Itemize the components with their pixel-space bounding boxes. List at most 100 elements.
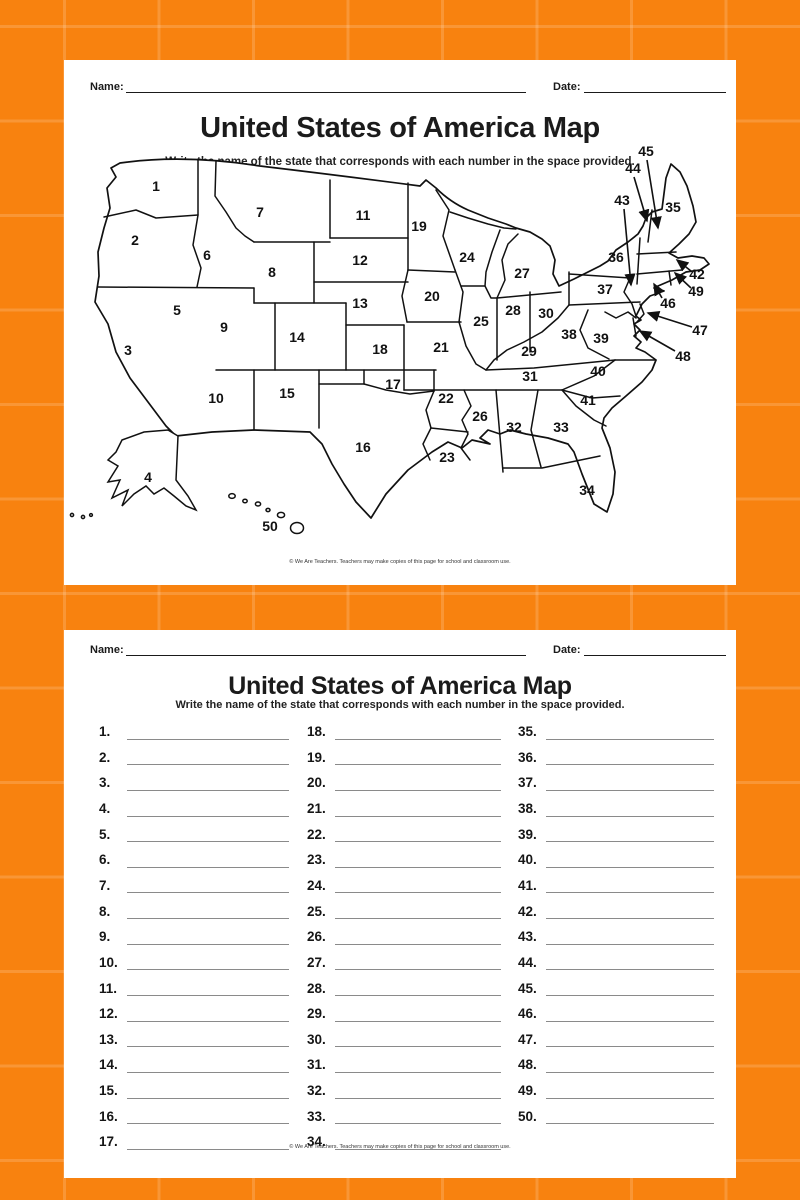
answer-row-33: 33.	[307, 1099, 501, 1125]
answer-row-34: 34.	[307, 1124, 501, 1150]
answer-write-line	[546, 903, 714, 920]
state-number-14: 14	[289, 329, 305, 345]
answer-row-19: 19.	[307, 740, 501, 766]
date-label: Date:	[553, 81, 581, 93]
alaska-shape	[70, 430, 196, 519]
state-number-28: 28	[505, 302, 521, 318]
copyright-footer: © We Are Teachers. Teachers may make cop…	[289, 1144, 511, 1150]
answer-row-24: 24.	[307, 868, 501, 894]
arrow-48-maryland	[638, 330, 675, 351]
answer-write-line	[546, 1108, 714, 1125]
arrow-44-vermont	[634, 177, 650, 223]
arrow-46-connecticut	[653, 282, 665, 298]
answer-row-3: 3.	[99, 765, 289, 791]
answer-write-line	[546, 1057, 714, 1073]
answer-row-20: 20.	[307, 765, 501, 791]
answer-column-2: 18. 19. 20. 21. 22. 23. 24. 25. 26. 27. 28. 29. 30. 3…	[307, 714, 501, 1150]
worksheet-page-map: Name: Date: United States of America Map…	[64, 60, 736, 585]
answer-number: 50.	[518, 1108, 537, 1124]
answer-number: 25.	[307, 903, 326, 919]
answer-write-line	[546, 1006, 714, 1022]
answer-write-line	[127, 1083, 289, 1099]
answer-row-11: 11.	[99, 970, 289, 997]
answer-write-line	[335, 1108, 501, 1125]
answer-row-26: 26.	[307, 919, 501, 945]
page-title: United States of America Map	[228, 672, 572, 700]
answer-write-line	[335, 1083, 501, 1099]
answer-number: 36.	[518, 749, 537, 765]
state-number-22: 22	[438, 390, 454, 406]
answer-row-44: 44.	[518, 945, 714, 971]
answer-write-line	[335, 724, 501, 740]
date-write-line	[584, 78, 726, 93]
answer-number: 34.	[307, 1134, 326, 1150]
answer-number: 5.	[99, 826, 111, 842]
answer-write-line	[127, 724, 289, 740]
answer-row-48: 48.	[518, 1047, 714, 1073]
answer-row-41: 41.	[518, 868, 714, 894]
answer-write-line	[127, 1134, 289, 1150]
answer-row-10: 10.	[99, 945, 289, 971]
answer-row-1: 1.	[99, 714, 289, 740]
state-number-9: 9	[220, 319, 228, 335]
state-number-43: 43	[614, 192, 630, 208]
answer-number: 45.	[518, 980, 537, 996]
answer-number: 42.	[518, 903, 537, 919]
state-number-36: 36	[608, 249, 624, 265]
answer-write-line	[546, 775, 714, 791]
answer-write-line	[127, 1057, 289, 1073]
answer-number: 23.	[307, 852, 326, 868]
answer-write-line	[127, 954, 289, 971]
answer-write-line	[546, 724, 714, 740]
answer-write-line	[127, 877, 289, 894]
answer-write-line	[335, 852, 501, 868]
state-number-47: 47	[692, 322, 708, 338]
answer-number: 11.	[99, 980, 118, 996]
answer-write-line	[546, 877, 714, 894]
answer-number: 22.	[307, 826, 326, 842]
answer-number: 12.	[99, 1006, 118, 1022]
answer-write-line	[335, 1031, 501, 1048]
answer-write-line	[546, 1031, 714, 1048]
answer-write-line	[335, 801, 501, 817]
answer-number: 13.	[99, 1031, 118, 1047]
state-number-3: 3	[124, 342, 132, 358]
answer-number: 28.	[307, 980, 326, 996]
state-number-32: 32	[506, 419, 522, 435]
state-number-30: 30	[538, 305, 554, 321]
answer-row-21: 21.	[307, 791, 501, 817]
answer-number: 44.	[518, 954, 537, 970]
answer-number: 46.	[518, 1006, 537, 1022]
answer-number: 35.	[518, 724, 537, 740]
answer-row-46: 46.	[518, 996, 714, 1022]
state-number-44: 44	[625, 160, 641, 176]
date-write-line	[584, 641, 726, 656]
answer-row-28: 28.	[307, 970, 501, 997]
state-number-48: 48	[675, 348, 691, 364]
state-number-25: 25	[473, 313, 489, 329]
answer-number: 7.	[99, 877, 111, 893]
answer-row-15: 15.	[99, 1073, 289, 1099]
answer-write-line	[546, 929, 714, 945]
answer-write-line	[546, 954, 714, 971]
state-number-10: 10	[208, 390, 224, 406]
answer-row-13: 13.	[99, 1022, 289, 1048]
answer-number: 21.	[307, 801, 326, 817]
answer-write-line	[335, 749, 501, 766]
answer-write-line	[335, 1057, 501, 1073]
state-number-21: 21	[433, 339, 449, 355]
answer-row-42: 42.	[518, 893, 714, 920]
answer-write-line	[546, 1083, 714, 1099]
answer-row-2: 2.	[99, 740, 289, 766]
answer-row-32: 32.	[307, 1073, 501, 1099]
answer-write-line	[127, 980, 289, 997]
arrow-45-new-hampshire	[647, 160, 662, 230]
arrow-42-massachusetts	[675, 259, 691, 271]
arrow-47-delaware	[646, 311, 692, 327]
state-number-31: 31	[522, 368, 538, 384]
answer-row-35: 35.	[518, 714, 714, 740]
state-number-41: 41	[580, 392, 596, 408]
answer-row-25: 25.	[307, 893, 501, 920]
answer-number: 39.	[518, 826, 537, 842]
